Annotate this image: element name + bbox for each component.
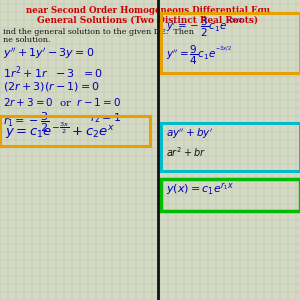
Text: $y = c_1 e^{-\frac{3x}{2}} + c_2 e^{x}$: $y = c_1 e^{-\frac{3x}{2}} + c_2 e^{x}$ [5, 121, 115, 141]
Text: $r_2 = 1$: $r_2 = 1$ [90, 111, 122, 125]
Text: $y' = -\dfrac{3}{2}c_1 e^{^{-3x/2}}$: $y' = -\dfrac{3}{2}c_1 e^{^{-3x/2}}$ [166, 16, 243, 39]
Text: General Solutions (Two Distinct Real Roots): General Solutions (Two Distinct Real Roo… [38, 16, 259, 25]
Text: ne solution.: ne solution. [3, 36, 50, 44]
Text: $y'' +1y' - 3y = 0$: $y'' +1y' - 3y = 0$ [3, 46, 94, 61]
Text: near Second Order Homogeneous Differential Equ: near Second Order Homogeneous Differenti… [26, 6, 270, 15]
Text: $ar^2 + br$: $ar^2 + br$ [166, 145, 206, 159]
Text: $y(x) = c_1 e^{r_1 x}$: $y(x) = c_1 e^{r_1 x}$ [166, 182, 234, 197]
Text: $r_1 = -\dfrac{3}{2}$: $r_1 = -\dfrac{3}{2}$ [3, 111, 49, 134]
Text: ind the general solution to the given DE.  Then: ind the general solution to the given DE… [3, 28, 194, 36]
Text: $ay'' + by'$: $ay'' + by'$ [166, 127, 213, 141]
Text: $2r + 3 = 0$  or  $r - 1 = 0$: $2r + 3 = 0$ or $r - 1 = 0$ [3, 96, 121, 108]
Text: $y'' = \dfrac{9}{4}c_1 e^{^{-3x/2}}$: $y'' = \dfrac{9}{4}c_1 e^{^{-3x/2}}$ [166, 44, 232, 67]
Text: $1r^2 + 1r\ \ - 3\ \ = 0$: $1r^2 + 1r\ \ - 3\ \ = 0$ [3, 64, 103, 81]
Text: $(2r + 3)(r - 1) = 0$: $(2r + 3)(r - 1) = 0$ [3, 80, 100, 93]
